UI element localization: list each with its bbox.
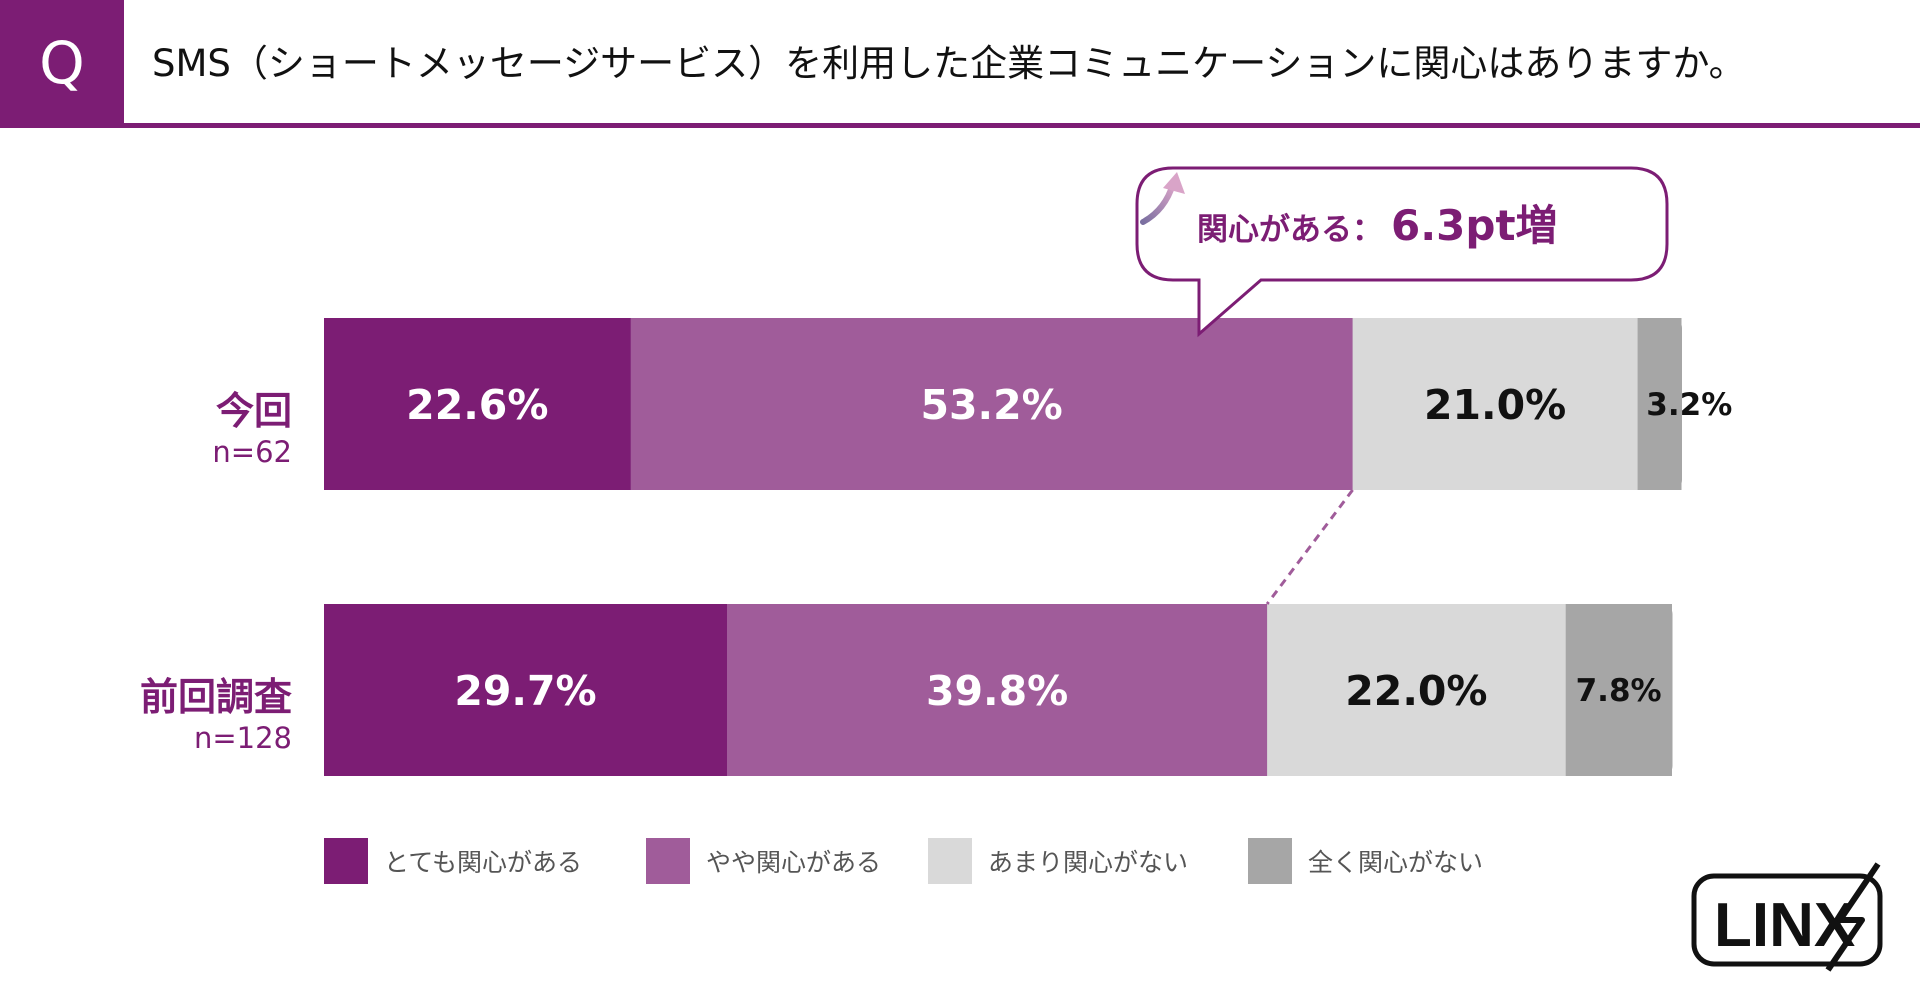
question-badge: Q [0, 0, 124, 126]
legend-label: とても関心がある [384, 848, 583, 877]
callout-bubble-shape [1135, 166, 1669, 338]
question-title: SMS（ショートメッセージサービス）を利用した企業コミュニケーションに関心はあり… [152, 42, 1746, 85]
legend-swatch [1248, 838, 1292, 884]
data-label: 29.7% [454, 667, 596, 715]
bar-end-cap [1651, 604, 1673, 776]
data-label: 22.0% [1345, 667, 1487, 715]
bar-segment [630, 318, 1354, 490]
legend-swatch [646, 838, 690, 884]
bar-segment [1352, 318, 1639, 490]
legend-item: とても関心がある [324, 838, 582, 884]
header-divider [0, 123, 1920, 128]
up-arrow-icon [1140, 172, 1185, 225]
data-label: 22.6% [406, 381, 548, 429]
bar-segment [1267, 604, 1567, 776]
row-label-previous: 前回調査 n=128 [140, 666, 292, 755]
comparison-connector-line [1265, 489, 1354, 605]
data-label: 21.0% [1424, 381, 1566, 429]
category-label: 前回調査 [139, 675, 292, 719]
legend-label: あまり関心がない [988, 848, 1189, 877]
callout-text: 関心がある： 6.3pt増 [1197, 192, 1558, 258]
legend-label: やや関心がある [706, 848, 882, 877]
row-label-current: 今回 n=62 [212, 380, 292, 469]
callout-label: 関心がある： [1197, 212, 1383, 248]
legend-item: あまり関心がない [928, 838, 1188, 884]
legend-label: 全く関心がない [1308, 848, 1484, 877]
question-badge-label: Q [39, 29, 85, 97]
callout-value: 6.3pt増 [1391, 201, 1558, 250]
increase-callout: 関心がある： 6.3pt増 [1135, 166, 1671, 340]
bar-end-cap [1661, 318, 1682, 490]
data-label: 53.2% [920, 381, 1062, 429]
sample-size-label: n=128 [193, 721, 292, 755]
legend-item: やや関心がある [646, 838, 881, 884]
data-label: 7.8% [1576, 673, 1662, 709]
legend-swatch [928, 838, 972, 884]
legend-swatch [324, 838, 368, 884]
linx-logo: LINX [1691, 862, 1883, 972]
category-label: 今回 [215, 389, 292, 433]
bar-segment [727, 604, 1268, 776]
bar-segment [324, 318, 632, 490]
sample-size-label: n=62 [212, 435, 292, 469]
data-label: 39.8% [926, 667, 1068, 715]
data-label: 3.2% [1646, 387, 1732, 423]
legend-item: 全く関心がない [1248, 838, 1483, 884]
logo-text: LINX [1714, 891, 1855, 960]
bar-segment [324, 604, 728, 776]
